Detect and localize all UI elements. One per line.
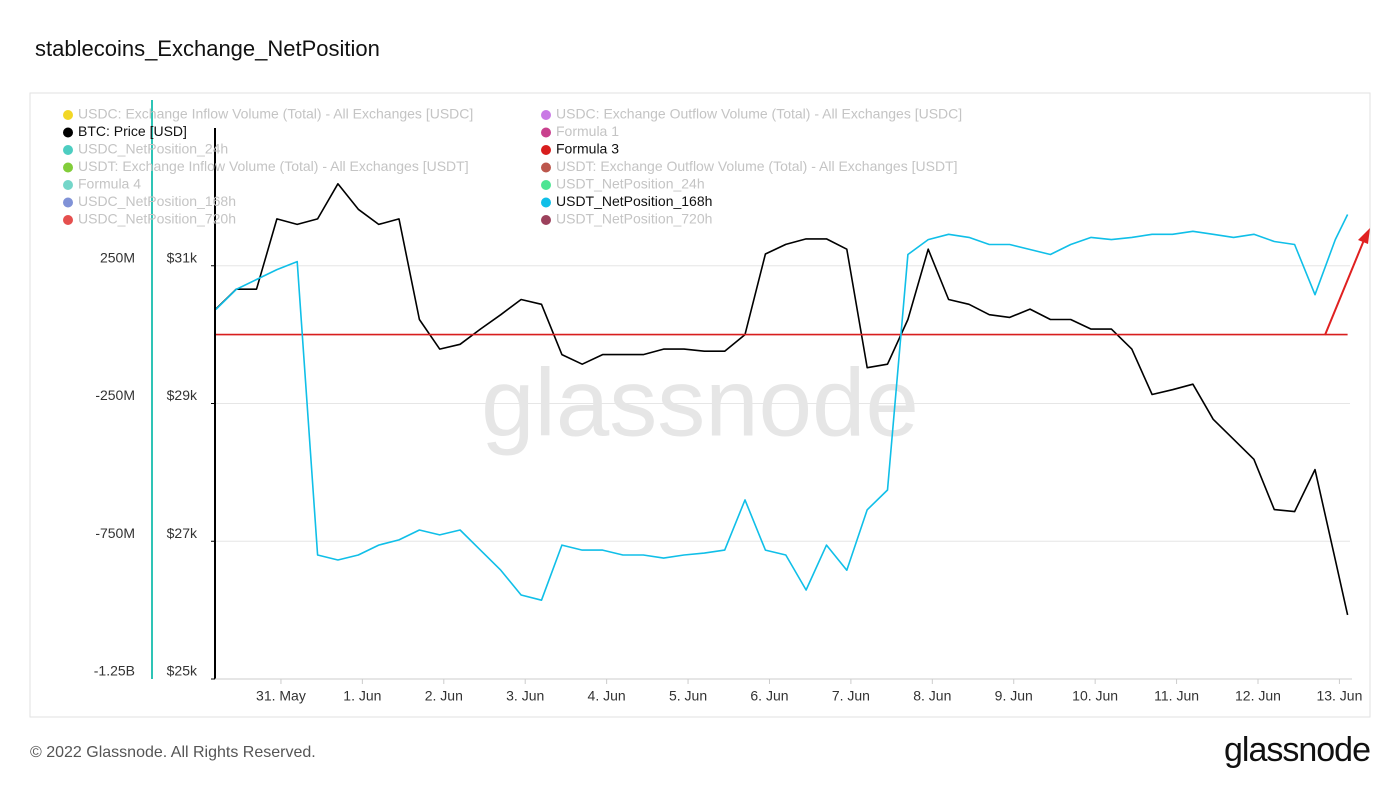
- legend-label: USDC_NetPosition_168h: [78, 193, 236, 209]
- legend-label: Formula 3: [556, 141, 619, 157]
- chart-title: stablecoins_Exchange_NetPosition: [35, 36, 380, 61]
- legend-swatch: [63, 215, 73, 225]
- arrow-head: [1358, 228, 1370, 244]
- legend-swatch: [63, 197, 73, 208]
- x-tick-label: 6. Jun: [750, 688, 788, 704]
- y2-tick-label: $31k: [167, 249, 198, 265]
- y2-tick-label: $29k: [167, 387, 198, 403]
- series-line: [215, 183, 1349, 616]
- legend-swatch: [541, 197, 551, 208]
- legend-swatch: [63, 145, 73, 155]
- series-line: [215, 214, 1349, 601]
- x-tick-label: 4. Jun: [588, 688, 626, 704]
- annotation-arrow: [1324, 228, 1370, 336]
- x-tick-label: 9. Jun: [995, 688, 1033, 704]
- legend-swatch: [541, 215, 551, 225]
- legend-swatch: [541, 145, 551, 155]
- legend-label: USDC: Exchange Outflow Volume (Total) - …: [556, 106, 962, 122]
- legend-label: USDC_NetPosition_720h: [78, 211, 236, 227]
- x-tick-label: 1. Jun: [343, 688, 381, 704]
- y-tick-label: -250M: [95, 387, 135, 403]
- y-tick-label: -750M: [95, 525, 135, 541]
- plot-lines: [215, 183, 1349, 616]
- legend-label: USDT_NetPosition_24h: [556, 176, 705, 192]
- y-tick-label: -1.25B: [94, 663, 135, 679]
- logo: glassnode: [1224, 731, 1370, 769]
- legend-swatch: [63, 162, 73, 173]
- legend-label: USDT: Exchange Outflow Volume (Total) - …: [556, 158, 958, 174]
- watermark: glassnode: [481, 349, 919, 456]
- x-tick-label: 2. Jun: [425, 688, 463, 704]
- x-tick-label: 12. Jun: [1235, 688, 1281, 704]
- legend-label: USDT: Exchange Inflow Volume (Total) - A…: [78, 158, 469, 174]
- footer: © 2022 Glassnode. All Rights Reserved.: [30, 744, 316, 761]
- legend-label: USDC_NetPosition_24h: [78, 141, 228, 157]
- legend-label: USDT_NetPosition_720h: [556, 211, 712, 227]
- legend-swatch: [541, 127, 551, 138]
- x-tick-label: 10. Jun: [1072, 688, 1118, 704]
- x-tick-label: 3. Jun: [506, 688, 544, 704]
- legend-swatch: [541, 162, 551, 173]
- legend-label: USDC: Exchange Inflow Volume (Total) - A…: [78, 106, 473, 122]
- legend-label: BTC: Price [USD]: [78, 123, 187, 139]
- legend-swatch: [63, 180, 73, 190]
- y2-tick-label: $25k: [167, 663, 198, 679]
- legend-swatch: [541, 110, 551, 120]
- arrow-shaft: [1324, 239, 1365, 336]
- grid: [215, 265, 1350, 680]
- y2-tick-label: $27k: [167, 525, 198, 541]
- legend-label: Formula 1: [556, 123, 619, 139]
- x-tick-label: 11. Jun: [1154, 688, 1199, 704]
- ticks: 250M -250M -750M -1.25B $31k $29k $27k $25k 31. …: [94, 249, 1363, 703]
- legend-label: USDT_NetPosition_168h: [556, 193, 712, 209]
- chart-frame: [29, 92, 1371, 718]
- legend: USDC: Exchange Inflow Volume (Total) - A…: [63, 106, 962, 227]
- x-tick-label: 8. Jun: [913, 688, 951, 704]
- x-tick-label: 31. May: [256, 688, 306, 704]
- legend-swatch: [63, 127, 73, 138]
- legend-swatch: [63, 110, 73, 120]
- legend-swatch: [541, 180, 551, 190]
- y-tick-label: 250M: [100, 249, 135, 265]
- x-tick-label: 7. Jun: [832, 688, 870, 704]
- legend-label: Formula 4: [78, 176, 141, 192]
- x-tick-label: 5. Jun: [669, 688, 707, 704]
- x-tick-label: 13. Jun: [1316, 688, 1362, 704]
